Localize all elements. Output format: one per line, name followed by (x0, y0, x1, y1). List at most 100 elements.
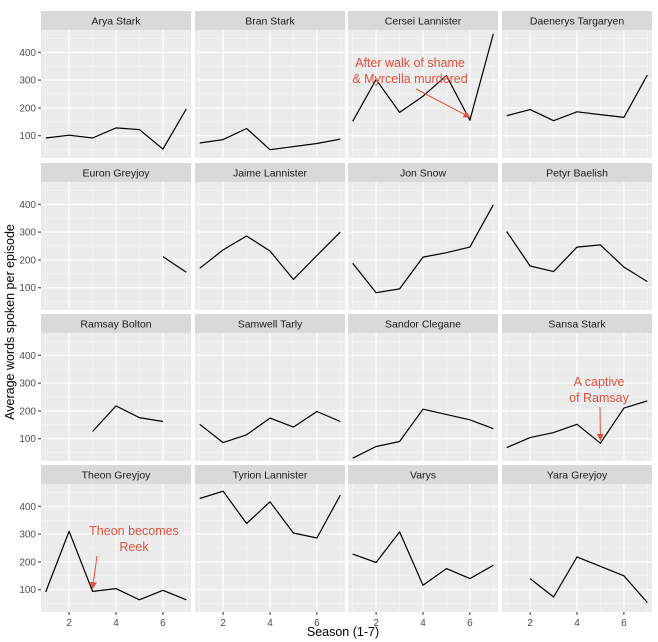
panel-strip (348, 11, 498, 30)
y-tick-label: 200 (19, 406, 36, 417)
facet-panels: Arya Stark Bran Stark Cersei Lannister Afte… (41, 11, 652, 612)
annotation: Theon becomes Reek (89, 524, 179, 590)
series-line-tyrion-lannister (199, 490, 341, 539)
y-tick-label: 100 (19, 434, 36, 445)
panel-petyr-baelish: Petyr Baelish (502, 163, 652, 310)
panel-daenerys-targaryen: Daenerys Targaryen (502, 11, 652, 158)
y-tick-label: 100 (19, 585, 36, 596)
plot-area (348, 333, 498, 461)
y-tick-label: 200 (19, 103, 36, 114)
panel-title: Euron Greyjoy (82, 168, 150, 180)
panel-strip (41, 11, 191, 30)
panel-euron-greyjoy: Euron Greyjoy (41, 163, 191, 310)
plot-area (195, 182, 345, 310)
x-tick-label: 4 (113, 618, 119, 629)
annotation-arrow (89, 555, 98, 590)
x-tick-label: 2 (527, 618, 533, 629)
panel-strip (195, 163, 345, 182)
series-line-daenerys-targaryen (506, 74, 648, 122)
x-tick-label: 2 (373, 618, 379, 629)
plot-area (41, 30, 191, 158)
y-tick-label: 400 (19, 200, 36, 211)
panel-title: Tyrion Lannister (233, 470, 308, 482)
x-tick-label: 4 (420, 618, 426, 629)
panel-samwell-tarly: Samwell Tarly (195, 314, 345, 461)
plot-area: After walk of shame & Myrcella murdered (348, 30, 498, 158)
panel-theon-greyjoy: Theon Greyjoy Theon becomes Reek (41, 465, 191, 612)
y-tick-label: 200 (19, 255, 36, 266)
annotation-text: & Myrcella murdered (352, 72, 467, 86)
series-line-sansa-stark (506, 400, 648, 449)
plot-area (41, 182, 191, 310)
panel-title: Yara Greyjoy (547, 470, 608, 482)
panel-strip (502, 163, 652, 182)
panel-title: Theon Greyjoy (82, 470, 152, 482)
annotation-text: A captive (574, 375, 625, 389)
plot-area (195, 30, 345, 158)
series-line-bran-stark (199, 127, 341, 151)
panel-title: Varys (410, 470, 436, 482)
plot-area: A captive of Ramsay (502, 333, 652, 461)
y-tick-label: 400 (19, 351, 36, 362)
panel-title: Daenerys Targaryen (530, 16, 625, 28)
panel-title: Arya Stark (91, 16, 141, 28)
y-axis-ticks: 100 200 300 400 100 200 300 400 100 200 300 400 100 2… (19, 48, 41, 596)
series-line-euron-greyjoy (162, 256, 187, 273)
panel-strip (195, 11, 345, 30)
series-line-jaime-lannister (199, 231, 341, 281)
panel-title: Petyr Baelish (546, 168, 608, 180)
panel-title: Samwell Tarly (238, 319, 303, 331)
plot-area (502, 182, 652, 310)
series-line-samwell-tarly (199, 410, 341, 444)
annotation-arrow (415, 88, 471, 118)
panel-title: Jon Snow (400, 168, 447, 180)
annotation-text: of Ramsay (569, 391, 629, 405)
panel-sansa-stark: Sansa Stark A captive of Ramsay (502, 314, 652, 461)
panel-title: Cersei Lannister (385, 16, 462, 28)
panel-strip (41, 465, 191, 484)
panel-strip (195, 314, 345, 333)
x-tick-label: 2 (220, 618, 226, 629)
series-line-ramsay-bolton (92, 405, 163, 432)
panel-ramsay-bolton: Ramsay Bolton (41, 314, 191, 461)
panel-title: Jaime Lannister (233, 168, 308, 180)
panel-strip (502, 465, 652, 484)
plot-area (195, 333, 345, 461)
panel-sandor-clegane: Sandor Clegane (348, 314, 498, 461)
plot-area (195, 484, 345, 612)
x-tick-label: 6 (160, 618, 166, 629)
series-line-sandor-clegane (352, 408, 494, 459)
panel-bran-stark: Bran Stark (195, 11, 345, 158)
panel-title: Bran Stark (245, 16, 295, 28)
panel-strip (41, 163, 191, 182)
panel-varys: Varys (348, 465, 498, 612)
y-tick-label: 300 (19, 530, 36, 541)
y-axis-title: Average words spoken per episode (3, 224, 17, 420)
annotation-text: After walk of shame (355, 56, 465, 70)
x-tick-label: 4 (574, 618, 580, 629)
panel-title: Sandor Clegane (385, 319, 461, 331)
series-line-yara-greyjoy (529, 556, 648, 603)
panel-strip (502, 314, 652, 333)
panel-title: Ramsay Bolton (80, 319, 151, 331)
annotation-text: Reek (119, 540, 149, 554)
plot-area: Theon becomes Reek (41, 484, 191, 612)
annotation-text: Theon becomes (89, 524, 179, 538)
plot-area (41, 333, 191, 461)
panel-strip (348, 314, 498, 333)
panel-arya-stark: Arya Stark (41, 11, 191, 158)
panel-cersei-lannister: Cersei Lannister After walk of shame & Myr… (348, 11, 498, 158)
x-axis-title: Season (1-7) (307, 625, 379, 639)
y-tick-label: 200 (19, 557, 36, 568)
x-tick-label: 4 (267, 618, 273, 629)
series-line-arya-stark (45, 108, 187, 150)
series-line-jon-snow (352, 204, 494, 294)
x-axis-ticks: 2 4 6 2 4 6 2 4 6 2 4 6 (66, 612, 627, 629)
panel-yara-greyjoy: Yara Greyjoy (502, 465, 652, 612)
panel-jon-snow: Jon Snow (348, 163, 498, 310)
x-tick-label: 6 (467, 618, 473, 629)
annotation: A captive of Ramsay (569, 375, 630, 441)
plot-area (502, 30, 652, 158)
y-tick-label: 300 (19, 76, 36, 87)
panel-strip (41, 314, 191, 333)
